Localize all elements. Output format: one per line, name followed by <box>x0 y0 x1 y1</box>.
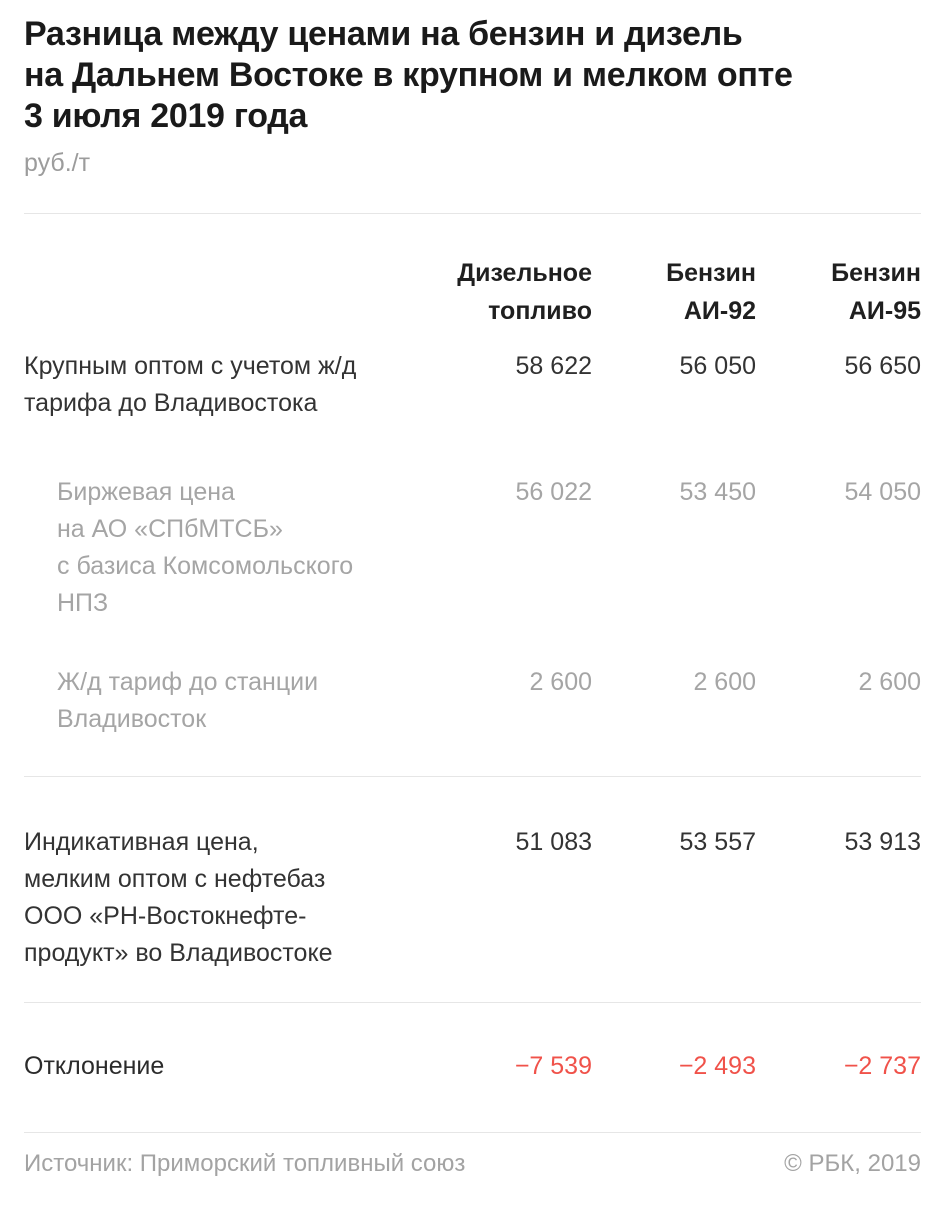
row-label: Индикативная цена, мелким оптом с нефтеб… <box>24 828 333 967</box>
cell-value: 2 600 <box>529 668 592 696</box>
table-header-row: Дизельное топливо Бензин АИ-92 Бензин АИ… <box>24 214 921 330</box>
footer: Источник: Приморский топливный союз © РБ… <box>24 1149 921 1179</box>
cell-value-negative: −2 737 <box>843 1052 921 1080</box>
column-header-ai95: Бензин АИ-95 <box>831 259 921 325</box>
cell-value: 56 050 <box>679 352 756 380</box>
cell-value: 53 450 <box>679 478 756 506</box>
table-row-large-wholesale: Крупным оптом с учетом ж/д тарифа до Вла… <box>24 348 921 422</box>
cell-value: 53 913 <box>844 828 921 856</box>
copyright-label: © РБК, 2019 <box>784 1150 921 1177</box>
cell-value: 53 557 <box>679 828 756 856</box>
column-header-diesel: Дизельное топливо <box>457 259 592 325</box>
page-title: Разница между ценами на бензин и дизель … <box>24 15 793 135</box>
table-row-exchange-price: Биржевая цена на АО «СПбМТСБ» с базиса К… <box>24 474 921 622</box>
table-row-deviation: Отклонение −7 539 −2 493 −2 737 <box>24 1048 921 1085</box>
cell-value-negative: −7 539 <box>514 1052 592 1080</box>
row-label: Отклонение <box>24 1052 165 1080</box>
cell-value: 58 622 <box>515 352 592 380</box>
table-row-indicative-price: Индикативная цена, мелким оптом с нефтеб… <box>24 824 921 972</box>
row-label: Ж/д тариф до станции Владивосток <box>57 668 319 733</box>
cell-value: 56 650 <box>844 352 921 380</box>
cell-value: 56 022 <box>515 478 592 506</box>
row-label: Биржевая цена на АО «СПбМТСБ» с базиса К… <box>57 478 354 617</box>
cell-value-negative: −2 493 <box>678 1052 756 1080</box>
divider-after-rail <box>24 776 921 777</box>
unit-label: руб./т <box>24 149 91 177</box>
divider-after-indicative <box>24 1002 921 1003</box>
cell-value: 2 600 <box>693 668 756 696</box>
cell-value: 54 050 <box>844 478 921 506</box>
source-label: Источник: Приморский топливный союз <box>24 1150 466 1177</box>
divider-footer <box>24 1132 921 1133</box>
row-label: Крупным оптом с учетом ж/д тарифа до Вла… <box>24 352 357 417</box>
table-row-rail-tariff: Ж/д тариф до станции Владивосток 2 600 2… <box>24 664 921 738</box>
cell-value: 51 083 <box>515 828 592 856</box>
divider-top <box>24 213 921 214</box>
column-header-ai92: Бензин АИ-92 <box>666 259 756 325</box>
cell-value: 2 600 <box>858 668 921 696</box>
